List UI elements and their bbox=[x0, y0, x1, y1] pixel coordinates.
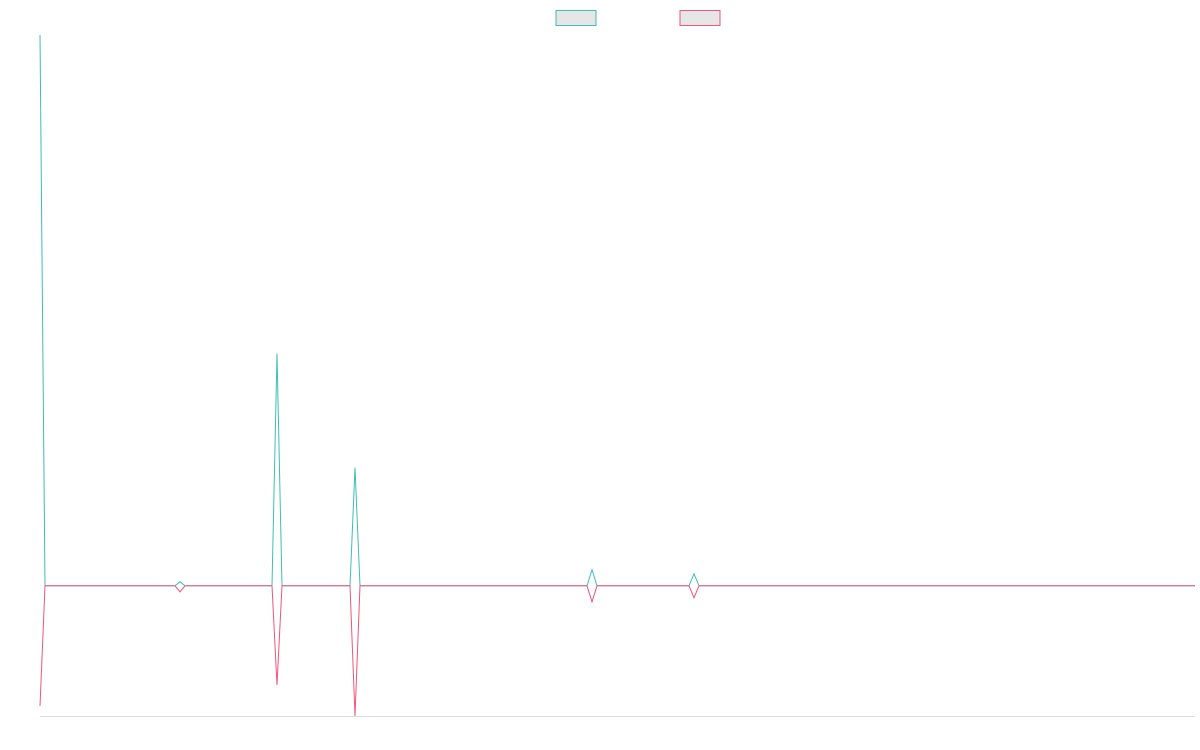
series-line bbox=[39, 34, 1195, 587]
legend-swatch bbox=[679, 10, 721, 26]
series-line bbox=[39, 585, 1195, 717]
legend-swatch bbox=[555, 10, 597, 26]
